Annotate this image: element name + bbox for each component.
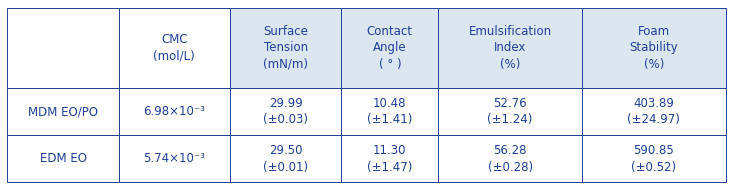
Text: Surface
Tension
(mN/m): Surface Tension (mN/m) — [263, 25, 308, 71]
Text: 6.98×10⁻³: 6.98×10⁻³ — [144, 105, 205, 118]
Bar — [438, 135, 582, 182]
Text: 29.99
(±0.03): 29.99 (±0.03) — [263, 97, 308, 126]
Bar — [582, 88, 726, 135]
Text: 10.48
(±1.41): 10.48 (±1.41) — [367, 97, 413, 126]
Bar — [438, 88, 582, 135]
Text: 5.74×10⁻³: 5.74×10⁻³ — [144, 152, 205, 165]
Bar — [230, 8, 342, 88]
Bar — [7, 88, 119, 135]
Bar — [7, 8, 119, 88]
Text: Foam
Stability
(%): Foam Stability (%) — [630, 25, 678, 71]
Bar — [582, 8, 726, 88]
Text: MDM EO/PO: MDM EO/PO — [28, 105, 98, 118]
Text: 56.28
(±0.28): 56.28 (±0.28) — [487, 144, 533, 173]
Bar — [119, 135, 230, 182]
Text: Contact
Angle
( ° ): Contact Angle ( ° ) — [366, 25, 413, 71]
Bar — [119, 8, 230, 88]
Bar — [342, 88, 438, 135]
Text: 52.76
(±1.24): 52.76 (±1.24) — [487, 97, 533, 126]
Text: Emulsification
Index
(%): Emulsification Index (%) — [468, 25, 552, 71]
Bar — [7, 135, 119, 182]
Text: 29.50
(±0.01): 29.50 (±0.01) — [263, 144, 309, 173]
Text: 590.85
(±0.52): 590.85 (±0.52) — [631, 144, 677, 173]
Bar — [582, 135, 726, 182]
Text: CMC
(mol/L): CMC (mol/L) — [153, 33, 195, 63]
Text: 403.89
(±24.97): 403.89 (±24.97) — [627, 97, 680, 126]
Bar — [342, 8, 438, 88]
Bar — [119, 88, 230, 135]
Bar — [438, 8, 582, 88]
Text: EDM EO: EDM EO — [40, 152, 86, 165]
Bar — [230, 88, 342, 135]
Bar — [342, 135, 438, 182]
Bar — [230, 135, 342, 182]
Text: 11.30
(±1.47): 11.30 (±1.47) — [367, 144, 413, 173]
